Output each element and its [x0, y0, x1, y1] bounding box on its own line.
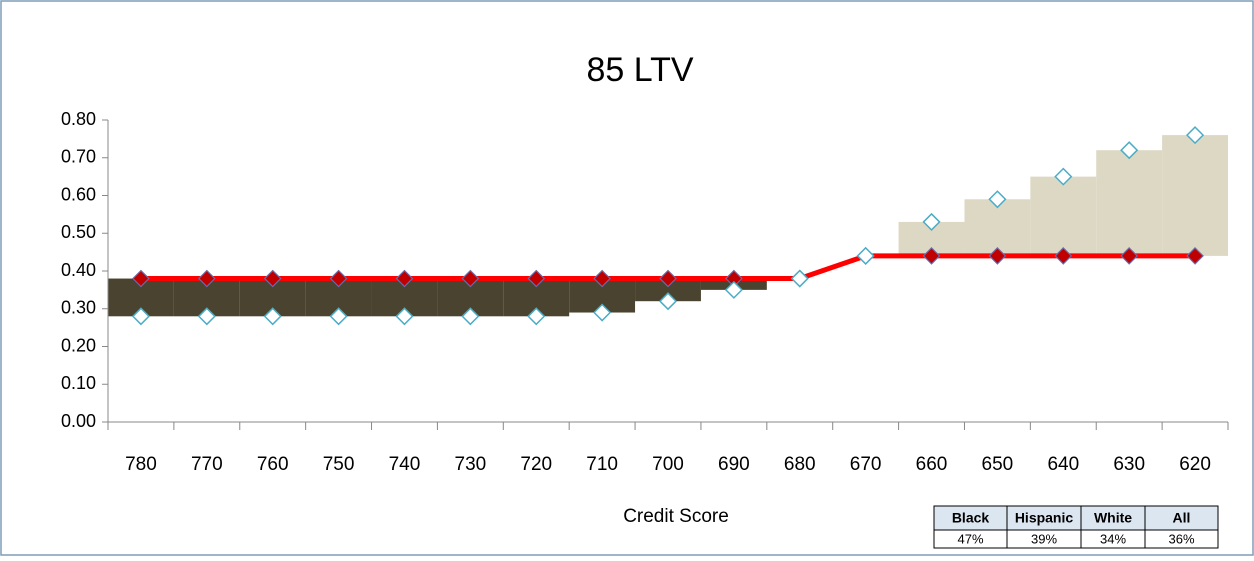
x-tick-label: 700	[652, 454, 684, 475]
marker	[461, 307, 480, 326]
y-tick-label: 0.00	[61, 411, 96, 431]
shade	[964, 199, 1031, 256]
marker	[197, 307, 216, 326]
table-value: 39%	[1031, 531, 1057, 546]
marker	[1120, 141, 1139, 160]
x-tick-label: 730	[455, 454, 487, 475]
marker	[132, 269, 150, 288]
table-header: Hispanic	[1015, 510, 1074, 526]
x-tick-label: 630	[1113, 454, 1145, 475]
y-tick-label: 0.40	[61, 260, 96, 280]
x-tick-label: 720	[520, 454, 552, 475]
shade	[1162, 135, 1228, 256]
x-tick-label: 710	[586, 454, 618, 475]
x-tick-label: 740	[389, 454, 421, 475]
marker	[1054, 247, 1073, 265]
y-tick-label: 0.80	[61, 109, 96, 129]
marker	[329, 269, 348, 288]
shade	[1096, 150, 1163, 256]
marker	[988, 247, 1007, 265]
shade	[1030, 176, 1097, 256]
marker	[658, 292, 678, 311]
table-cell	[1144, 529, 1219, 549]
marker	[527, 269, 546, 288]
marker	[790, 269, 809, 288]
table-header: All	[1173, 510, 1191, 526]
chart-title: 85 LTV	[586, 51, 693, 89]
marker	[1186, 247, 1204, 265]
marker	[1054, 167, 1073, 186]
table-header: White	[1094, 510, 1132, 526]
table-value: 34%	[1100, 531, 1126, 546]
table-value: 36%	[1168, 531, 1194, 546]
marker	[395, 269, 414, 288]
x-tick-label: 770	[191, 454, 223, 475]
x-tick-label: 620	[1179, 454, 1211, 475]
x-tick-label: 680	[784, 454, 816, 475]
marker	[527, 307, 546, 326]
marker	[593, 269, 611, 288]
marker	[263, 307, 282, 326]
x-axis-label: Credit Score	[623, 506, 729, 527]
marker	[856, 246, 875, 265]
marker	[1120, 247, 1139, 265]
marker	[461, 269, 480, 288]
marker	[197, 269, 216, 288]
shade	[635, 278, 701, 302]
y-tick-label: 0.10	[61, 373, 96, 393]
marker	[263, 269, 282, 288]
x-tick-label: 660	[916, 454, 948, 475]
marker	[395, 307, 414, 326]
x-tick-label: 670	[850, 454, 882, 475]
table-header-cell	[1006, 505, 1082, 531]
y-tick-label: 0.50	[61, 222, 96, 242]
y-tick-label: 0.20	[61, 335, 96, 355]
table-header: Black	[952, 510, 990, 526]
marker	[659, 269, 677, 288]
marker	[724, 280, 743, 299]
marker	[1185, 126, 1205, 145]
x-tick-label: 780	[125, 454, 157, 475]
y-tick-label: 0.60	[61, 184, 96, 204]
x-tick-label: 640	[1047, 454, 1079, 475]
marker	[988, 190, 1007, 209]
marker	[922, 212, 941, 231]
x-tick-label: 760	[257, 454, 289, 475]
y-tick-label: 0.70	[61, 147, 96, 167]
marker	[131, 307, 151, 326]
table-value: 47%	[957, 531, 983, 546]
marker	[922, 247, 941, 265]
legend-table: Black 47% Hispanic 39% White 34% All 36%	[933, 505, 1219, 549]
marker	[329, 307, 348, 326]
table-header-cell	[933, 505, 1008, 531]
x-tick-label: 750	[323, 454, 355, 475]
x-tick-label: 650	[982, 454, 1014, 475]
x-tick-label: 690	[718, 454, 750, 475]
y-tick-label: 0.30	[61, 298, 96, 318]
marker	[593, 303, 612, 322]
